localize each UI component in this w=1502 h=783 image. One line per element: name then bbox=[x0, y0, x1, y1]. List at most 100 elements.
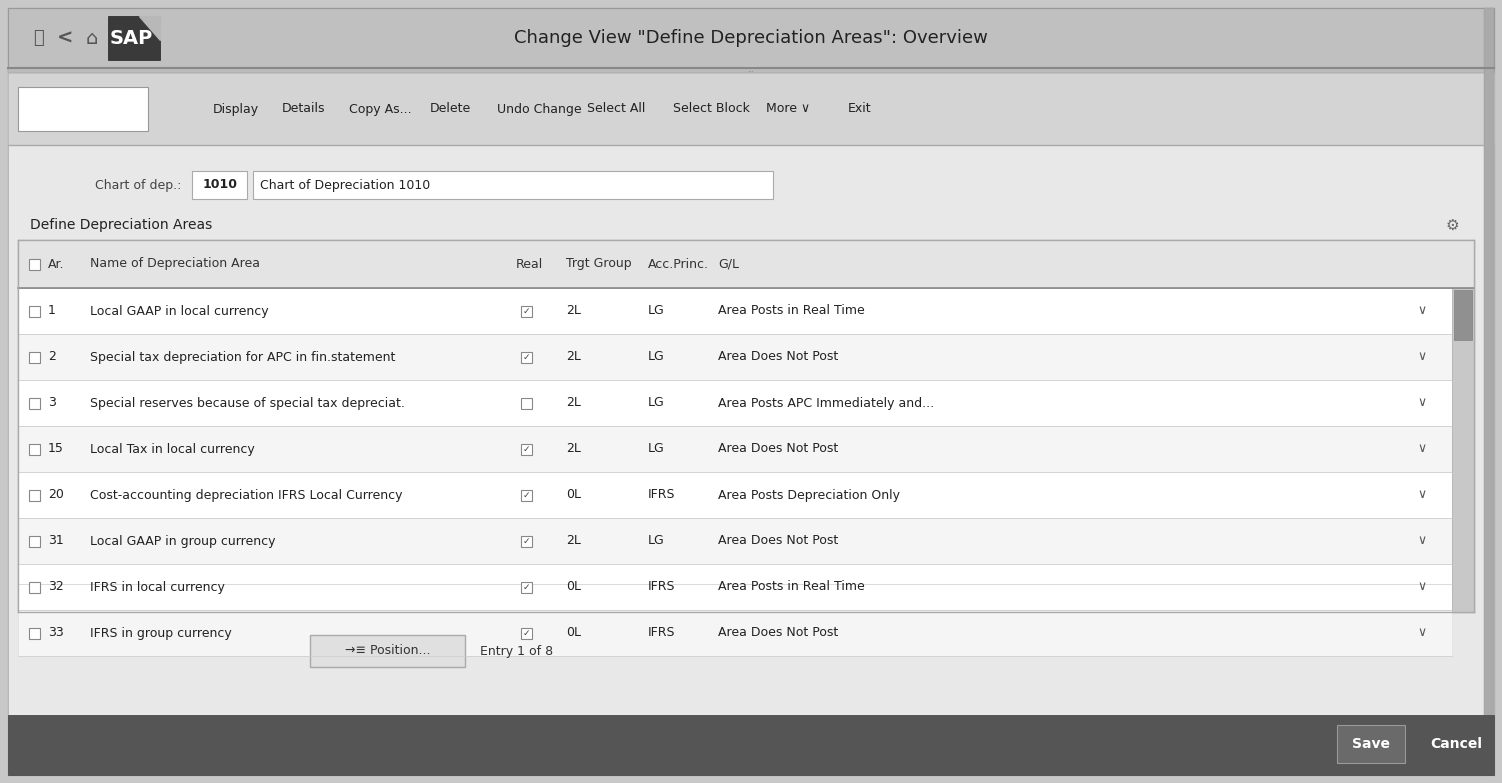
Bar bbox=[521, 443, 532, 454]
Bar bbox=[521, 352, 532, 363]
Text: Display: Display bbox=[213, 103, 260, 116]
Polygon shape bbox=[140, 16, 161, 40]
Text: IFRS in group currency: IFRS in group currency bbox=[90, 626, 231, 640]
Text: ∨: ∨ bbox=[1418, 351, 1427, 363]
Bar bbox=[29, 627, 39, 638]
Text: LG: LG bbox=[647, 396, 665, 410]
Text: 33: 33 bbox=[48, 626, 63, 640]
Text: Delete: Delete bbox=[430, 103, 472, 116]
Text: Details: Details bbox=[282, 103, 326, 116]
Text: IFRS: IFRS bbox=[647, 489, 676, 501]
Text: ⚙: ⚙ bbox=[1445, 218, 1458, 233]
Text: Entry 1 of 8: Entry 1 of 8 bbox=[481, 644, 553, 658]
Text: LG: LG bbox=[647, 351, 665, 363]
Text: ∨: ∨ bbox=[1418, 442, 1427, 456]
Bar bbox=[521, 627, 532, 638]
Bar bbox=[18, 334, 1452, 380]
Bar bbox=[18, 610, 1452, 656]
Text: ∨: ∨ bbox=[1418, 626, 1427, 640]
Text: ✓: ✓ bbox=[523, 490, 530, 500]
Bar bbox=[29, 352, 39, 363]
Bar bbox=[252, 171, 774, 199]
Text: ∨: ∨ bbox=[1418, 396, 1427, 410]
Text: IFRS: IFRS bbox=[647, 626, 676, 640]
Bar bbox=[18, 240, 1473, 288]
Text: Cost-accounting depreciation IFRS Local Currency: Cost-accounting depreciation IFRS Local … bbox=[90, 489, 403, 501]
Text: SAP: SAP bbox=[110, 28, 153, 48]
Text: 20: 20 bbox=[48, 489, 65, 501]
Text: ✓: ✓ bbox=[523, 445, 530, 453]
Text: 32: 32 bbox=[48, 580, 63, 594]
Text: ✓: ✓ bbox=[523, 536, 530, 546]
Text: Real: Real bbox=[517, 258, 544, 270]
Bar bbox=[18, 380, 1452, 426]
Bar bbox=[18, 564, 1452, 610]
Text: ∨: ∨ bbox=[1418, 489, 1427, 501]
Bar bbox=[521, 305, 532, 316]
Text: 3: 3 bbox=[48, 396, 56, 410]
Text: 2L: 2L bbox=[566, 535, 581, 547]
Text: Cancel: Cancel bbox=[1430, 737, 1482, 751]
Bar bbox=[29, 443, 39, 454]
Bar bbox=[521, 582, 532, 593]
Bar bbox=[309, 635, 466, 667]
Text: ✓: ✓ bbox=[523, 306, 530, 316]
Bar bbox=[29, 489, 39, 500]
Text: ∨: ∨ bbox=[1418, 535, 1427, 547]
Text: →≡ Position...: →≡ Position... bbox=[345, 644, 430, 658]
Bar bbox=[8, 715, 1494, 775]
Text: Special reserves because of special tax depreciat.: Special reserves because of special tax … bbox=[90, 396, 406, 410]
Text: Change View "Define Depreciation Areas": Overview: Change View "Define Depreciation Areas":… bbox=[514, 29, 988, 47]
Bar bbox=[1484, 8, 1494, 775]
Text: ✓: ✓ bbox=[523, 583, 530, 591]
Bar bbox=[1454, 290, 1472, 340]
Text: Area Posts in Real Time: Area Posts in Real Time bbox=[718, 580, 865, 594]
Text: 0L: 0L bbox=[566, 489, 581, 501]
Text: 2L: 2L bbox=[566, 442, 581, 456]
Text: 0L: 0L bbox=[566, 626, 581, 640]
Bar bbox=[1452, 288, 1473, 612]
Text: <: < bbox=[57, 28, 74, 48]
Bar bbox=[521, 398, 532, 409]
Text: Chart of dep.:: Chart of dep.: bbox=[95, 179, 182, 192]
Bar bbox=[521, 489, 532, 500]
Text: Area Posts APC Immediately and...: Area Posts APC Immediately and... bbox=[718, 396, 934, 410]
Text: ✓: ✓ bbox=[523, 352, 530, 362]
Text: IFRS in local currency: IFRS in local currency bbox=[90, 580, 225, 594]
Bar bbox=[18, 518, 1452, 564]
Text: ...: ... bbox=[748, 67, 754, 74]
Text: Area Does Not Post: Area Does Not Post bbox=[718, 626, 838, 640]
Text: 31: 31 bbox=[48, 535, 63, 547]
Bar bbox=[29, 258, 39, 269]
Text: Area Does Not Post: Area Does Not Post bbox=[718, 442, 838, 456]
Text: Local GAAP in group currency: Local GAAP in group currency bbox=[90, 535, 275, 547]
Bar bbox=[18, 472, 1452, 518]
Text: Ar.: Ar. bbox=[48, 258, 65, 270]
Text: Local GAAP in local currency: Local GAAP in local currency bbox=[90, 305, 269, 317]
Bar bbox=[108, 16, 161, 60]
Text: 2: 2 bbox=[48, 351, 56, 363]
Text: Select All: Select All bbox=[587, 103, 646, 116]
Text: Select Block: Select Block bbox=[673, 103, 749, 116]
Bar bbox=[29, 305, 39, 316]
Bar bbox=[29, 536, 39, 547]
Text: 0L: 0L bbox=[566, 580, 581, 594]
Text: Exit: Exit bbox=[849, 103, 871, 116]
Text: G/L: G/L bbox=[718, 258, 739, 270]
Text: More ∨: More ∨ bbox=[766, 103, 810, 116]
Text: ⌂: ⌂ bbox=[86, 28, 98, 48]
Text: Special tax depreciation for APC in fin.statement: Special tax depreciation for APC in fin.… bbox=[90, 351, 395, 363]
Text: 1: 1 bbox=[48, 305, 56, 317]
Bar bbox=[8, 145, 1494, 715]
Text: Area Does Not Post: Area Does Not Post bbox=[718, 535, 838, 547]
Text: IFRS: IFRS bbox=[647, 580, 676, 594]
Bar bbox=[18, 240, 1473, 612]
Bar bbox=[18, 288, 1452, 334]
Text: Acc.Princ.: Acc.Princ. bbox=[647, 258, 709, 270]
Text: ∨: ∨ bbox=[1418, 305, 1427, 317]
Text: ✓: ✓ bbox=[523, 629, 530, 637]
Text: 2L: 2L bbox=[566, 396, 581, 410]
Text: LG: LG bbox=[647, 305, 665, 317]
Bar bbox=[29, 582, 39, 593]
Text: 15: 15 bbox=[48, 442, 65, 456]
